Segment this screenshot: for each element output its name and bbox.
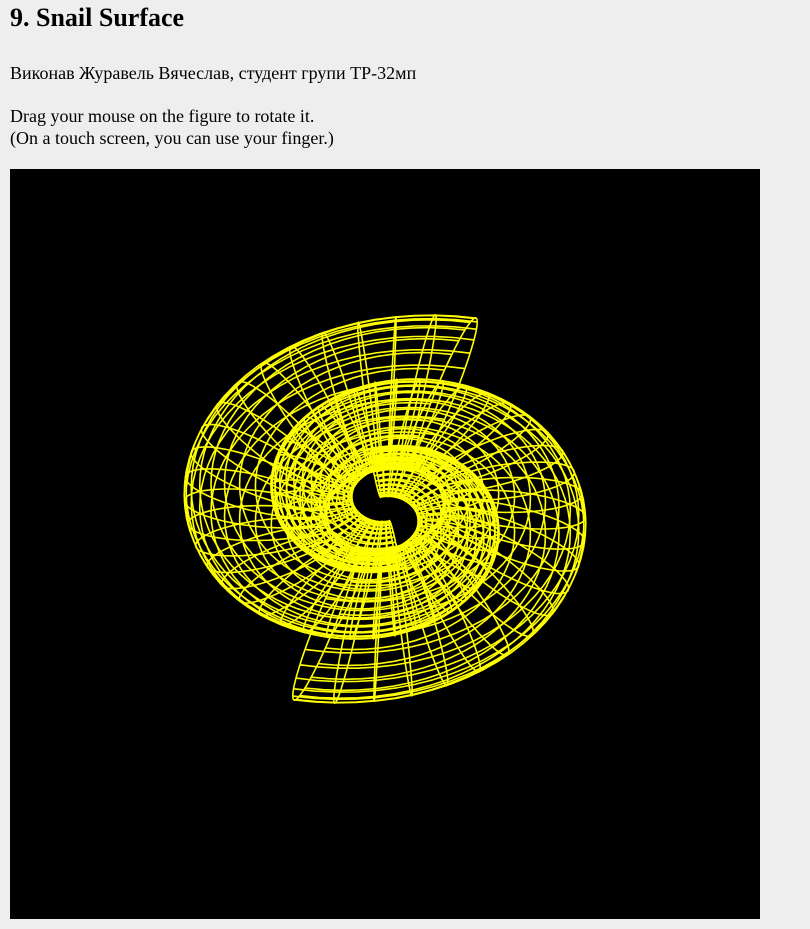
wire-line: [437, 515, 570, 595]
wire-line: [385, 521, 389, 571]
wire-line: [258, 542, 350, 617]
wire-line: [271, 466, 354, 499]
wire-line: [183, 488, 328, 529]
wire-line: [281, 503, 356, 530]
wire-line: [442, 499, 586, 550]
wire-line: [387, 377, 398, 470]
wire-line: [420, 401, 512, 476]
wire-line: [291, 545, 360, 702]
wire-line: [420, 534, 510, 657]
wire-line: [334, 395, 372, 474]
wire-line: [289, 507, 359, 540]
snail-surface-wireframe[interactable]: [10, 169, 760, 919]
wire-line: [260, 361, 350, 484]
wire-line: [333, 546, 371, 705]
wire-line: [374, 519, 383, 574]
wire-line: [271, 489, 354, 512]
wire-line: [321, 516, 368, 563]
wire-line: [398, 544, 436, 623]
wire-line: [415, 497, 495, 521]
wire-line: [374, 380, 383, 472]
wire-line: [291, 427, 359, 484]
instruction-mouse: Drag your mouse on the figure to rotate …: [10, 106, 315, 126]
wire-line: [288, 345, 359, 479]
wire-line: [317, 404, 367, 477]
wire-line: [433, 522, 555, 617]
wire-line: [407, 384, 468, 470]
wire-line: [416, 506, 499, 529]
instructions: Drag your mouse on the figure to rotate …: [10, 105, 334, 149]
wire-line: [427, 529, 535, 638]
wire-line: [353, 387, 377, 472]
wire-mesh: [183, 313, 587, 705]
wire-line: [411, 539, 482, 673]
wire-line: [361, 520, 380, 573]
wire-line: [206, 525, 335, 574]
wire-line: [309, 514, 365, 556]
wire-line: [270, 479, 353, 505]
wire-line: [414, 391, 491, 473]
page-title: 9. Snail Surface: [10, 3, 185, 32]
wire-line: [275, 453, 355, 493]
wire-line: [402, 543, 449, 687]
wire-line: [275, 497, 355, 521]
wire-line: [426, 414, 532, 480]
wire-line: [431, 428, 550, 486]
author-text: Виконав Журавель Вячеслав, студент групи…: [10, 63, 417, 83]
wire-line: [440, 508, 580, 572]
wire-line: [303, 416, 363, 480]
wire-line: [298, 511, 362, 549]
surface-canvas[interactable]: [10, 169, 760, 919]
wire-line: [394, 377, 421, 469]
wire-line: [435, 444, 564, 493]
instruction-touch: (On a touch screen, you can use your fin…: [10, 128, 334, 148]
wire-line: [392, 544, 413, 698]
wire-line: [373, 547, 383, 702]
wire-line: [401, 379, 445, 469]
wire-line: [417, 513, 500, 539]
wire-line: [442, 489, 587, 530]
wire-line: [441, 476, 583, 514]
wire-line: [439, 461, 576, 502]
